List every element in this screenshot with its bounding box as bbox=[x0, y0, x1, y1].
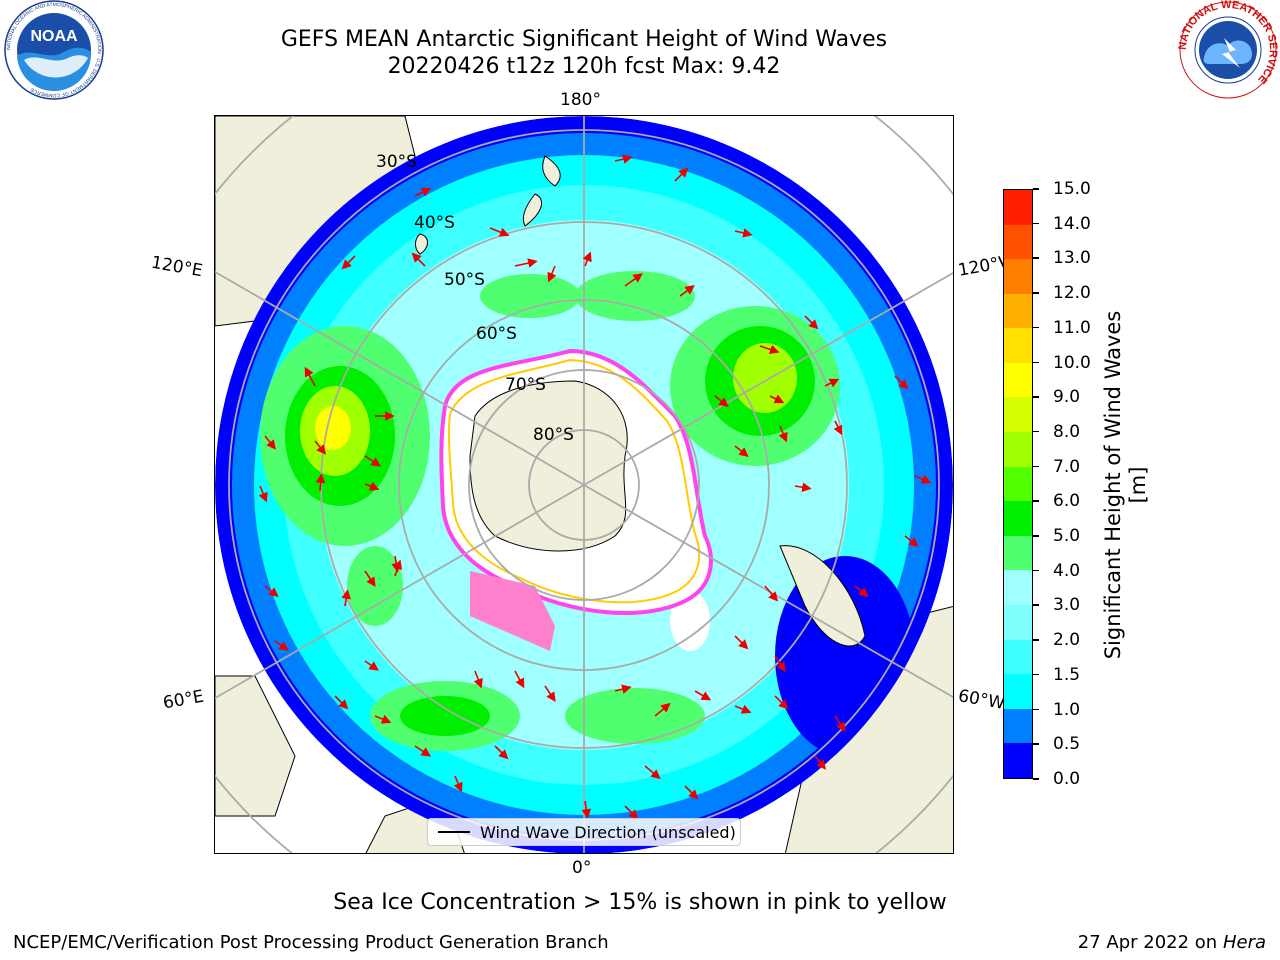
lat-label-30s: 30°S bbox=[376, 152, 417, 172]
lat-label-40s: 40°S bbox=[414, 213, 455, 233]
colorbar-tick-mark bbox=[1033, 396, 1039, 398]
colorbar-tick-mark bbox=[1033, 743, 1039, 745]
colorbar-tick-label: 2.0 bbox=[1053, 630, 1081, 651]
noaa-logo: NOAA NATIONAL OCEANIC AND ATMOSPHERIC AD… bbox=[4, 0, 104, 100]
colorbar-tick-label: 15.0 bbox=[1053, 179, 1091, 199]
colorbar-tick-mark bbox=[1033, 778, 1039, 780]
colorbar-segment bbox=[1004, 501, 1032, 536]
colorbar-segment bbox=[1004, 293, 1032, 329]
colorbar-tick-label: 8.0 bbox=[1053, 421, 1081, 442]
colorbar-tick-mark bbox=[1033, 326, 1039, 329]
footer-date: 27 Apr 2022 on Hera bbox=[1078, 932, 1266, 954]
lat-label-50s: 50°S bbox=[444, 270, 485, 290]
footer-machine: Hera bbox=[1222, 932, 1266, 953]
footer-date-text: 27 Apr 2022 on bbox=[1077, 932, 1223, 953]
nws-logo: NATIONAL WEATHER SERVICE bbox=[1177, 0, 1279, 99]
lon-label-180: 180° bbox=[560, 90, 601, 110]
colorbar-tick-mark bbox=[1033, 673, 1039, 676]
graticule bbox=[215, 116, 953, 853]
colorbar-tick-mark bbox=[1033, 569, 1039, 572]
colorbar-segment bbox=[1004, 189, 1032, 225]
colorbar-segment bbox=[1004, 570, 1032, 606]
colorbar-tick-label: 1.5 bbox=[1053, 664, 1081, 685]
colorbar-tick-mark bbox=[1033, 430, 1039, 433]
colorbar-tick-label: 6.0 bbox=[1053, 491, 1081, 512]
lat-label-70s: 70°S bbox=[505, 375, 546, 395]
lon-label-0: 0° bbox=[572, 858, 592, 878]
colorbar-segment bbox=[1004, 432, 1032, 467]
lon-label-60e: 60°E bbox=[161, 686, 206, 714]
lon-label-60w: 60°W bbox=[956, 686, 1006, 714]
lon-label-120e: 120°E bbox=[149, 252, 205, 282]
colorbar-tick-mark bbox=[1033, 604, 1039, 606]
colorbar-segment bbox=[1004, 397, 1032, 433]
chart-title: GEFS MEAN Antarctic Significant Height o… bbox=[280, 27, 888, 52]
colorbar-segment bbox=[1004, 674, 1032, 709]
colorbar-segment bbox=[1004, 743, 1032, 778]
antarctica bbox=[439, 348, 713, 651]
colorbar-tick-label: 1.0 bbox=[1053, 699, 1081, 720]
colorbar-tick-mark bbox=[1033, 188, 1039, 190]
noaa-logo-text: NOAA bbox=[30, 28, 78, 45]
legend-line-swatch bbox=[438, 831, 470, 833]
lon-label-120w: 120°W bbox=[956, 253, 1006, 281]
map-panel bbox=[214, 115, 954, 854]
colorbar-tick-label: 12.0 bbox=[1053, 283, 1091, 304]
colorbar bbox=[1003, 189, 1033, 779]
colorbar-tick-mark bbox=[1033, 535, 1039, 537]
colorbar-title: Significant Height of Wind Waves [m] bbox=[1101, 311, 1151, 660]
colorbar-tick-mark bbox=[1033, 292, 1039, 294]
colorbar-tick-mark bbox=[1033, 361, 1039, 364]
colorbar-segment bbox=[1004, 362, 1032, 398]
colorbar-tick-label: 9.0 bbox=[1053, 387, 1081, 408]
colorbar-tick-mark bbox=[1033, 500, 1039, 502]
colorbar-segment bbox=[1004, 639, 1032, 675]
colorbar-tick-mark bbox=[1033, 222, 1039, 225]
colorbar-segment bbox=[1004, 259, 1032, 294]
colorbar-tick-label: 3.0 bbox=[1053, 595, 1081, 616]
colorbar-segment bbox=[1004, 224, 1032, 260]
legend-entry: Wind Wave Direction (unscaled) bbox=[480, 822, 736, 842]
colorbar-segment bbox=[1004, 535, 1032, 571]
colorbar-tick-mark bbox=[1033, 465, 1039, 468]
colorbar-tick-label: 7.0 bbox=[1053, 456, 1081, 477]
colorbar-tick-mark bbox=[1033, 708, 1039, 711]
polar-map bbox=[215, 116, 953, 853]
colorbar-tick-mark bbox=[1033, 257, 1039, 259]
colorbar-tick-label: 4.0 bbox=[1053, 560, 1081, 581]
colorbar-segment bbox=[1004, 466, 1032, 502]
colorbar-tick-label: 11.0 bbox=[1053, 317, 1091, 338]
footer-branch: NCEP/EMC/Verification Post Processing Pr… bbox=[13, 932, 609, 953]
lat-label-80s: 80°S bbox=[533, 425, 574, 445]
colorbar-tick-mark bbox=[1033, 639, 1039, 641]
colorbar-tick-label: 14.0 bbox=[1053, 213, 1091, 234]
lat-label-60s: 60°S bbox=[476, 324, 517, 344]
sea-ice-caption: Sea Ice Concentration > 15% is shown in … bbox=[333, 890, 947, 915]
colorbar-label: Significant Height of Wind Waves [m] bbox=[1101, 310, 1150, 660]
colorbar-tick-label: 13.0 bbox=[1053, 248, 1091, 269]
wave-direction-arrows bbox=[258, 154, 932, 820]
map-legend: Wind Wave Direction (unscaled) bbox=[427, 818, 741, 846]
colorbar-segment bbox=[1004, 605, 1032, 640]
chart-subtitle: 20220426 t12z 120h fcst Max: 9.42 bbox=[387, 54, 781, 79]
colorbar-tick-label: 5.0 bbox=[1053, 526, 1081, 547]
colorbar-segment bbox=[1004, 328, 1032, 363]
colorbar-tick-label: 0.5 bbox=[1053, 734, 1081, 755]
colorbar-tick-label: 10.0 bbox=[1053, 352, 1091, 373]
colorbar-tick-label: 0.0 bbox=[1053, 769, 1081, 789]
colorbar-segment bbox=[1004, 708, 1032, 744]
